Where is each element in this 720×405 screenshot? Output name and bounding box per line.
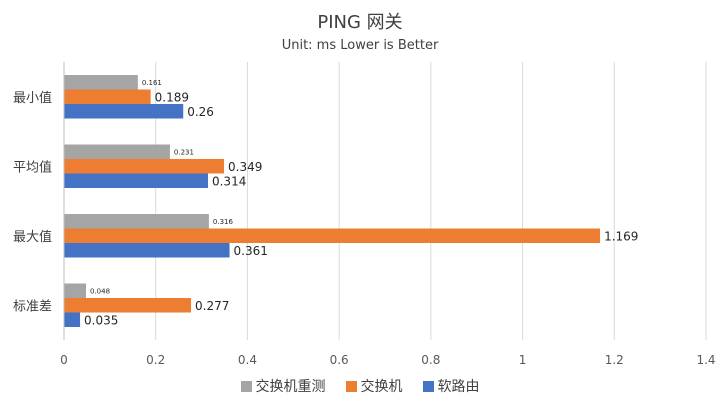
category-label: 平均值 — [13, 159, 52, 175]
x-tick-label: 1.2 — [605, 353, 624, 367]
data-label: 0.361 — [234, 244, 268, 258]
data-label: 0.048 — [90, 287, 110, 295]
data-label: 0.316 — [213, 218, 234, 226]
data-label: 0.161 — [142, 79, 162, 87]
x-tick-label: 0.6 — [330, 353, 349, 367]
legend: 交换机重测 交换机 软路由 — [0, 376, 720, 396]
category-label: 最小值 — [13, 90, 52, 106]
legend-swatch-series-1 — [345, 380, 357, 392]
bar — [64, 173, 208, 188]
x-tick-label: 1 — [519, 353, 527, 367]
legend-item-series-0: 交换机重测 — [240, 376, 326, 396]
chart-subtitle: Unit: ms Lower is Better — [281, 38, 439, 53]
data-label: 0.26 — [187, 105, 214, 119]
bar — [64, 243, 230, 258]
bar — [64, 144, 170, 159]
x-tick-label: 0.8 — [421, 353, 440, 367]
legend-label-series-1: 交换机 — [360, 379, 403, 395]
bar — [64, 159, 225, 174]
bar — [64, 283, 87, 298]
category-label: 最大值 — [13, 229, 52, 245]
bar — [64, 312, 81, 327]
category-label: 标准差 — [13, 299, 52, 314]
data-label: 0.189 — [155, 90, 189, 104]
legend-swatch-series-2 — [422, 380, 434, 392]
legend-item-series-1: 交换机 — [345, 376, 403, 396]
bar — [64, 89, 151, 104]
data-label: 0.231 — [174, 148, 194, 156]
data-label: 1.169 — [604, 229, 638, 243]
data-label: 0.349 — [228, 160, 262, 174]
legend-swatch-series-0 — [240, 380, 252, 392]
legend-label-series-0: 交换机重测 — [255, 379, 326, 395]
x-tick-label: 0 — [60, 353, 68, 367]
legend-item-series-2: 软路由 — [422, 376, 480, 396]
bar — [64, 298, 192, 313]
x-tick-label: 0.4 — [238, 353, 257, 367]
data-label: 0.277 — [195, 299, 229, 313]
legend-label-series-2: 软路由 — [437, 379, 480, 395]
bar — [64, 228, 601, 243]
bar — [64, 75, 138, 90]
bar — [64, 214, 209, 229]
data-label: 0.035 — [84, 313, 118, 327]
x-tick-label: 1.4 — [696, 353, 715, 367]
data-label: 0.314 — [212, 174, 246, 188]
bar — [64, 104, 184, 119]
x-tick-label: 0.2 — [146, 353, 165, 367]
chart-title: PING 网关 — [317, 12, 403, 33]
